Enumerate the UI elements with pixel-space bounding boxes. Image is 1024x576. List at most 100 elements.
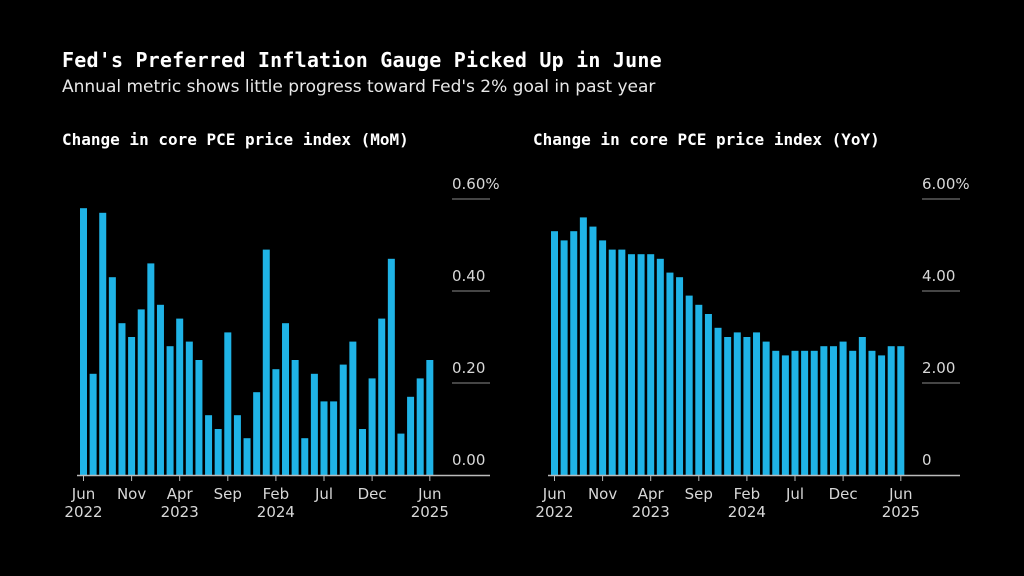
mom-bar xyxy=(349,341,357,475)
mom-ytick-label: 0.40 xyxy=(452,267,485,285)
mom-bar xyxy=(224,332,232,475)
mom-ytick-label: 0.00 xyxy=(452,451,485,469)
yoy-bar xyxy=(647,254,655,475)
mom-bar xyxy=(272,369,280,475)
yoy-bar xyxy=(704,314,712,475)
yoy-bar xyxy=(791,350,799,475)
yoy-bar xyxy=(599,240,607,475)
mom-bar xyxy=(80,208,87,475)
yoy-bar xyxy=(839,341,847,475)
mom-bar xyxy=(253,392,261,475)
yoy-bar xyxy=(820,346,828,475)
yoy-bar xyxy=(733,332,741,475)
mom-bar xyxy=(243,438,251,475)
mom-bar xyxy=(368,378,376,475)
yoy-bar xyxy=(579,217,587,475)
mom-bar xyxy=(99,212,107,476)
yoy-xtick-month: Feb xyxy=(734,485,761,503)
mom-bar xyxy=(282,323,290,475)
yoy-ytick-label: 6.00% xyxy=(922,175,970,193)
yoy-bar xyxy=(781,355,789,475)
yoy-bar xyxy=(695,304,703,475)
mom-bar xyxy=(137,309,145,475)
mom-bar xyxy=(176,318,184,475)
yoy-xtick-month: Nov xyxy=(588,485,617,503)
mom-xtick-month: Nov xyxy=(117,485,146,503)
mom-xtick-month: Dec xyxy=(358,485,387,503)
yoy-bar xyxy=(762,341,770,475)
mom-xtick-year: 2025 xyxy=(411,503,449,521)
mom-bar xyxy=(214,429,222,475)
mom-bar xyxy=(301,438,309,475)
yoy-xtick-month: Apr xyxy=(638,485,665,503)
mom-xtick-month: Jun xyxy=(417,485,441,503)
yoy-bar xyxy=(897,346,905,475)
yoy-ytick-label: 0 xyxy=(922,451,932,469)
mom-xtick-year: 2023 xyxy=(161,503,199,521)
yoy-xtick-month: Dec xyxy=(829,485,858,503)
yoy-bar xyxy=(878,355,886,475)
yoy-bar xyxy=(589,226,597,475)
yoy-bar xyxy=(801,350,809,475)
yoy-ytick-label: 4.00 xyxy=(922,267,955,285)
mom-xtick-month: Jun xyxy=(71,485,95,503)
mom-bar xyxy=(358,429,366,475)
mom-xtick-month: Feb xyxy=(263,485,290,503)
yoy-bar xyxy=(676,277,684,475)
mom-xtick-year: 2022 xyxy=(64,503,102,521)
mom-bar xyxy=(426,360,434,475)
mom-bar xyxy=(262,249,270,475)
mom-bar xyxy=(378,318,386,475)
yoy-bar xyxy=(627,254,635,475)
yoy-ytick-label: 2.00 xyxy=(922,359,955,377)
yoy-bar xyxy=(829,346,837,475)
mom-bar xyxy=(156,304,164,475)
mom-ytick-label: 0.60% xyxy=(452,175,500,193)
yoy-bar xyxy=(637,254,645,475)
mom-bar xyxy=(291,360,299,475)
yoy-bar xyxy=(608,249,616,475)
yoy-bar xyxy=(868,350,876,475)
yoy-bar xyxy=(849,350,857,475)
mom-bar xyxy=(185,341,193,475)
mom-bar xyxy=(166,346,174,475)
yoy-bar xyxy=(772,350,780,475)
mom-bar xyxy=(233,415,241,475)
mom-bar xyxy=(147,263,155,475)
mom-bar xyxy=(339,364,347,475)
mom-bar xyxy=(397,433,405,475)
mom-bar xyxy=(89,373,97,475)
yoy-bar xyxy=(858,337,866,475)
mom-xtick-year: 2024 xyxy=(257,503,295,521)
yoy-bar xyxy=(656,258,664,475)
mom-bar xyxy=(195,360,203,475)
yoy-bar xyxy=(724,337,732,475)
yoy-xtick-year: 2025 xyxy=(882,503,920,521)
yoy-bar xyxy=(714,327,722,475)
yoy-xtick-month: Jul xyxy=(785,485,804,503)
mom-bar xyxy=(330,401,338,475)
yoy-panel-title: Change in core PCE price index (YoY) xyxy=(533,130,880,149)
mom-panel-title: Change in core PCE price index (MoM) xyxy=(62,130,409,149)
mom-bar xyxy=(310,373,318,475)
mom-xtick-month: Jul xyxy=(314,485,333,503)
mom-bar xyxy=(416,378,424,475)
yoy-xtick-month: Jun xyxy=(888,485,912,503)
yoy-bar xyxy=(551,231,558,475)
chart-title: Fed's Preferred Inflation Gauge Picked U… xyxy=(62,48,662,72)
yoy-bar xyxy=(666,272,674,475)
yoy-bar xyxy=(685,295,693,475)
mom-bar xyxy=(387,258,395,475)
yoy-bar xyxy=(887,346,895,475)
mom-bar xyxy=(108,277,116,475)
mom-bar xyxy=(407,396,415,475)
yoy-bar xyxy=(570,231,578,475)
mom-bar xyxy=(128,337,136,475)
chart-subtitle: Annual metric shows little progress towa… xyxy=(62,77,656,97)
mom-bar xyxy=(320,401,328,475)
yoy-bar xyxy=(618,249,626,475)
mom-xtick-month: Sep xyxy=(214,485,242,503)
yoy-xtick-year: 2022 xyxy=(535,503,573,521)
